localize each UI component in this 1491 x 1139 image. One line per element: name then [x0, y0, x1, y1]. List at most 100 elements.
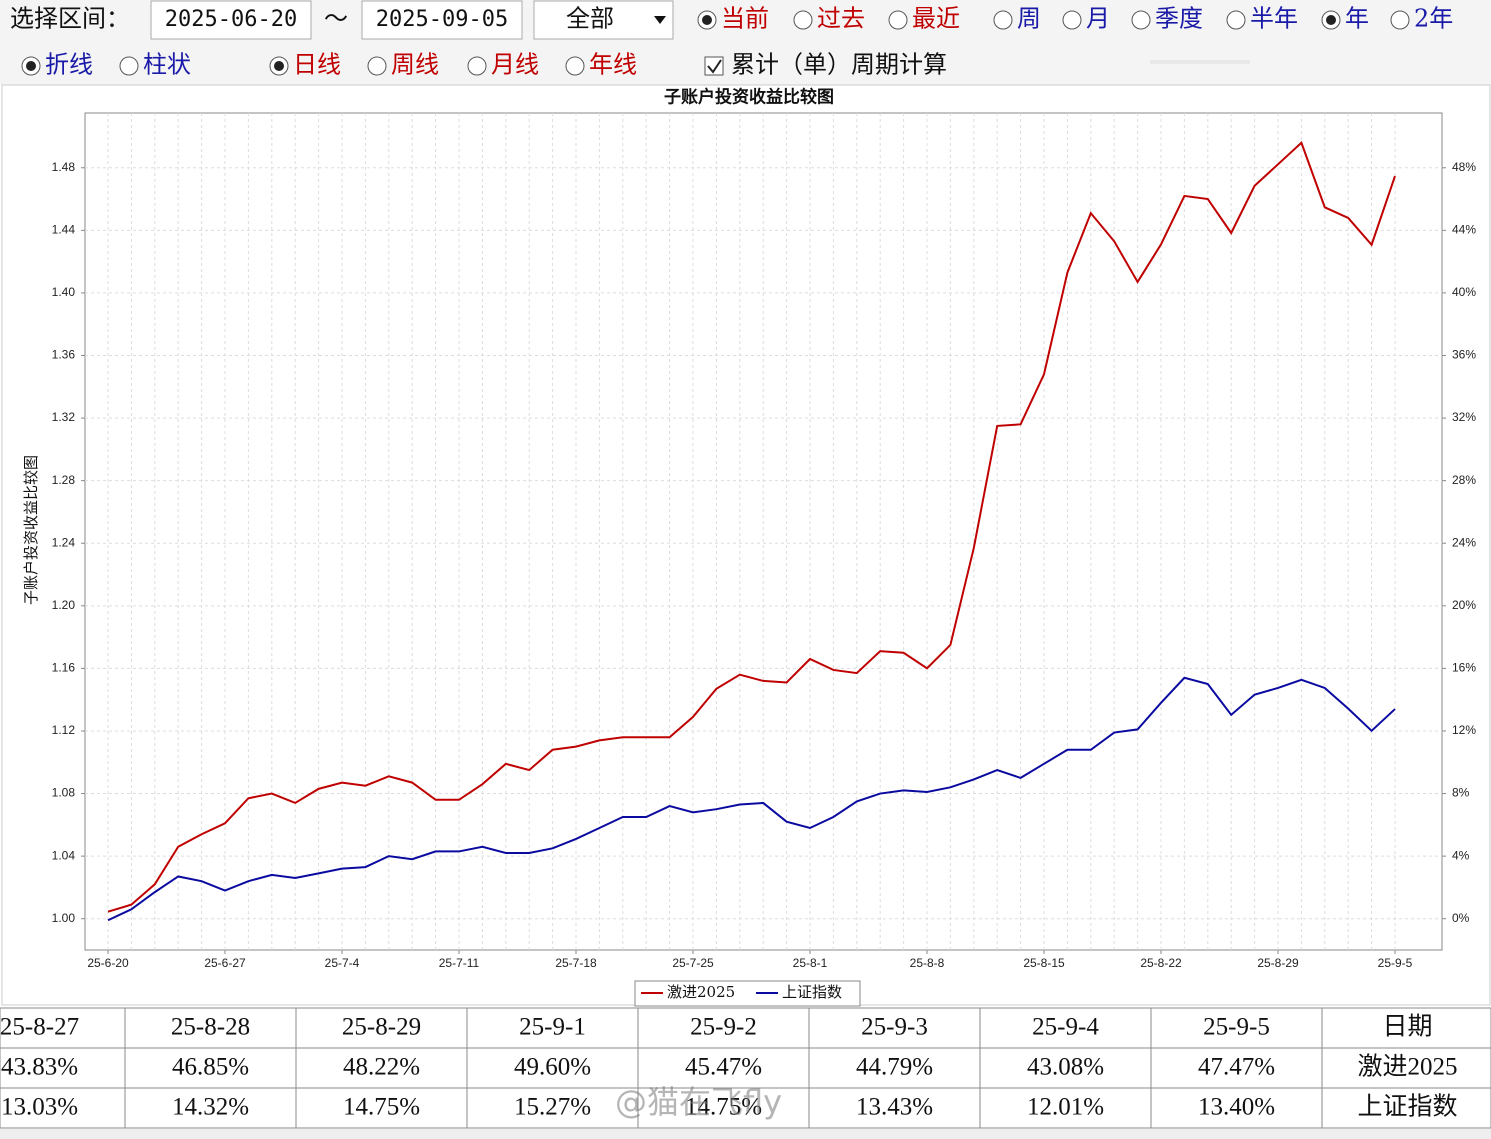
- table-cell: 13.40%: [1198, 1094, 1275, 1121]
- radio[interactable]: [793, 10, 813, 30]
- table-cell: 14.32%: [172, 1094, 249, 1121]
- dropdown[interactable]: [533, 0, 674, 40]
- y-tick-label: 1.16: [52, 661, 76, 675]
- checkbox[interactable]: [704, 56, 724, 76]
- y-tick-label: 1.24: [52, 535, 76, 549]
- radio[interactable]: [1390, 10, 1410, 30]
- y-tick-label: 1.12: [52, 723, 76, 737]
- radio[interactable]: [565, 56, 585, 76]
- range-label: 选择区间：: [10, 5, 130, 33]
- radio-dot[interactable]: [702, 15, 712, 25]
- table-cell: 14.75%: [685, 1094, 762, 1121]
- table-cell: 44.79%: [856, 1054, 933, 1081]
- table-cell: 25-9-5: [1203, 1014, 1270, 1041]
- x-tick-label: 25-7-11: [439, 956, 480, 970]
- y2-tick-label: 44%: [1452, 223, 1476, 237]
- table-cell: 15.27%: [514, 1094, 591, 1121]
- y2-tick-label: 4%: [1452, 848, 1470, 862]
- table-cell: 25-8-27: [0, 1014, 79, 1041]
- slider[interactable]: [1150, 60, 1250, 64]
- legend-label: 激进2025: [667, 983, 735, 1001]
- radio[interactable]: [467, 56, 487, 76]
- table-cell: 12.01%: [1027, 1094, 1104, 1121]
- radio-label[interactable]: 季度: [1155, 5, 1203, 33]
- range-separator: ～: [324, 5, 348, 33]
- series-line: [107, 140, 1396, 913]
- x-tick-label: 25-7-4: [325, 956, 360, 970]
- radio[interactable]: [1131, 10, 1151, 30]
- legend-label: 上证指数: [782, 983, 842, 1001]
- watermark: @猫在飞fly: [615, 1083, 782, 1121]
- radio-label[interactable]: 周线: [391, 51, 439, 79]
- table-cell: 上证指数: [1357, 1093, 1457, 1121]
- radio-label[interactable]: 月: [1086, 5, 1110, 33]
- series-line: [107, 676, 1396, 922]
- y2-tick-label: 40%: [1452, 285, 1476, 299]
- radio[interactable]: [1226, 10, 1246, 30]
- table-cell: 日期: [1382, 1014, 1432, 1041]
- radio[interactable]: [993, 10, 1013, 30]
- checkbox-label[interactable]: 累计（单）周期计算: [731, 51, 947, 79]
- table-cell: 25-8-28: [171, 1014, 250, 1041]
- dropdown-value[interactable]: 全部: [566, 5, 614, 33]
- plot-area: [84, 112, 1443, 951]
- x-tick-label: 25-7-18: [555, 956, 597, 970]
- radio-dot[interactable]: [26, 61, 36, 71]
- table-cell: 49.60%: [514, 1054, 591, 1081]
- start-date-input[interactable]: [150, 0, 312, 40]
- radio-label[interactable]: 柱状: [143, 51, 191, 79]
- x-tick-label: 25-6-27: [204, 956, 246, 970]
- table-cell: 48.22%: [343, 1054, 420, 1081]
- radio[interactable]: [119, 56, 139, 76]
- radio-dot[interactable]: [274, 61, 284, 71]
- table-cell: 13.43%: [856, 1094, 933, 1121]
- end-date-input[interactable]: [361, 0, 523, 40]
- table-cell: 25-9-4: [1032, 1014, 1099, 1041]
- table-cell: 25-9-3: [861, 1014, 928, 1041]
- data-table: 25-8-27 25-8-28 25-8-29 25-9-1 25-9-2 25-9-3 2…: [0, 1007, 1491, 1129]
- radio-label[interactable]: 最近: [912, 5, 960, 33]
- table-cell: 14.75%: [343, 1094, 420, 1121]
- y-axis-label: 子账户投资收益比较图: [22, 455, 40, 605]
- radio-label[interactable]: 年: [1345, 5, 1369, 33]
- radio-label[interactable]: 年线: [589, 51, 637, 79]
- table-cell: 25-8-29: [342, 1014, 421, 1041]
- y-tick-label: 1.44: [52, 223, 76, 237]
- y-tick-label: 1.04: [52, 848, 76, 862]
- radio-dot[interactable]: [1326, 15, 1336, 25]
- table-cell: 25-9-2: [690, 1014, 757, 1041]
- radio-label[interactable]: 日线: [293, 51, 341, 79]
- start-date[interactable]: 2025-06-20: [165, 7, 297, 32]
- y-tick-label: 1.48: [52, 160, 76, 174]
- radio-label[interactable]: 折线: [45, 51, 93, 79]
- y-tick-label: 1.32: [52, 410, 76, 424]
- radio[interactable]: [1062, 10, 1082, 30]
- y-tick-label: 1.36: [52, 348, 76, 362]
- y2-tick-label: 8%: [1452, 786, 1470, 800]
- y-tick-label: 1.00: [52, 911, 76, 925]
- table-cell: 13.03%: [1, 1094, 78, 1121]
- radio-label[interactable]: 月线: [491, 51, 539, 79]
- x-tick-label: 25-7-25: [672, 956, 714, 970]
- end-date[interactable]: 2025-09-05: [376, 7, 508, 32]
- radio-label[interactable]: 2年: [1414, 5, 1453, 33]
- radio-label[interactable]: 周: [1017, 5, 1041, 33]
- radio-label[interactable]: 当前: [721, 5, 769, 33]
- radio-label[interactable]: 过去: [817, 5, 865, 33]
- y2-tick-label: 28%: [1452, 473, 1476, 487]
- radio[interactable]: [367, 56, 387, 76]
- y2-tick-label: 36%: [1452, 348, 1476, 362]
- y2-tick-label: 24%: [1452, 535, 1476, 549]
- x-tick-label: 25-6-20: [87, 956, 129, 970]
- radio[interactable]: [888, 10, 908, 30]
- radio-label[interactable]: 半年: [1250, 5, 1298, 33]
- y-tick-label: 1.28: [52, 473, 76, 487]
- table-cell: 43.83%: [1, 1054, 78, 1081]
- legend: [634, 980, 861, 1007]
- y2-tick-label: 0%: [1452, 911, 1470, 925]
- checkbox-tick[interactable]: [707, 59, 722, 74]
- dropdown-arrow[interactable]: [654, 16, 666, 24]
- x-tick-label: 25-8-1: [793, 956, 828, 970]
